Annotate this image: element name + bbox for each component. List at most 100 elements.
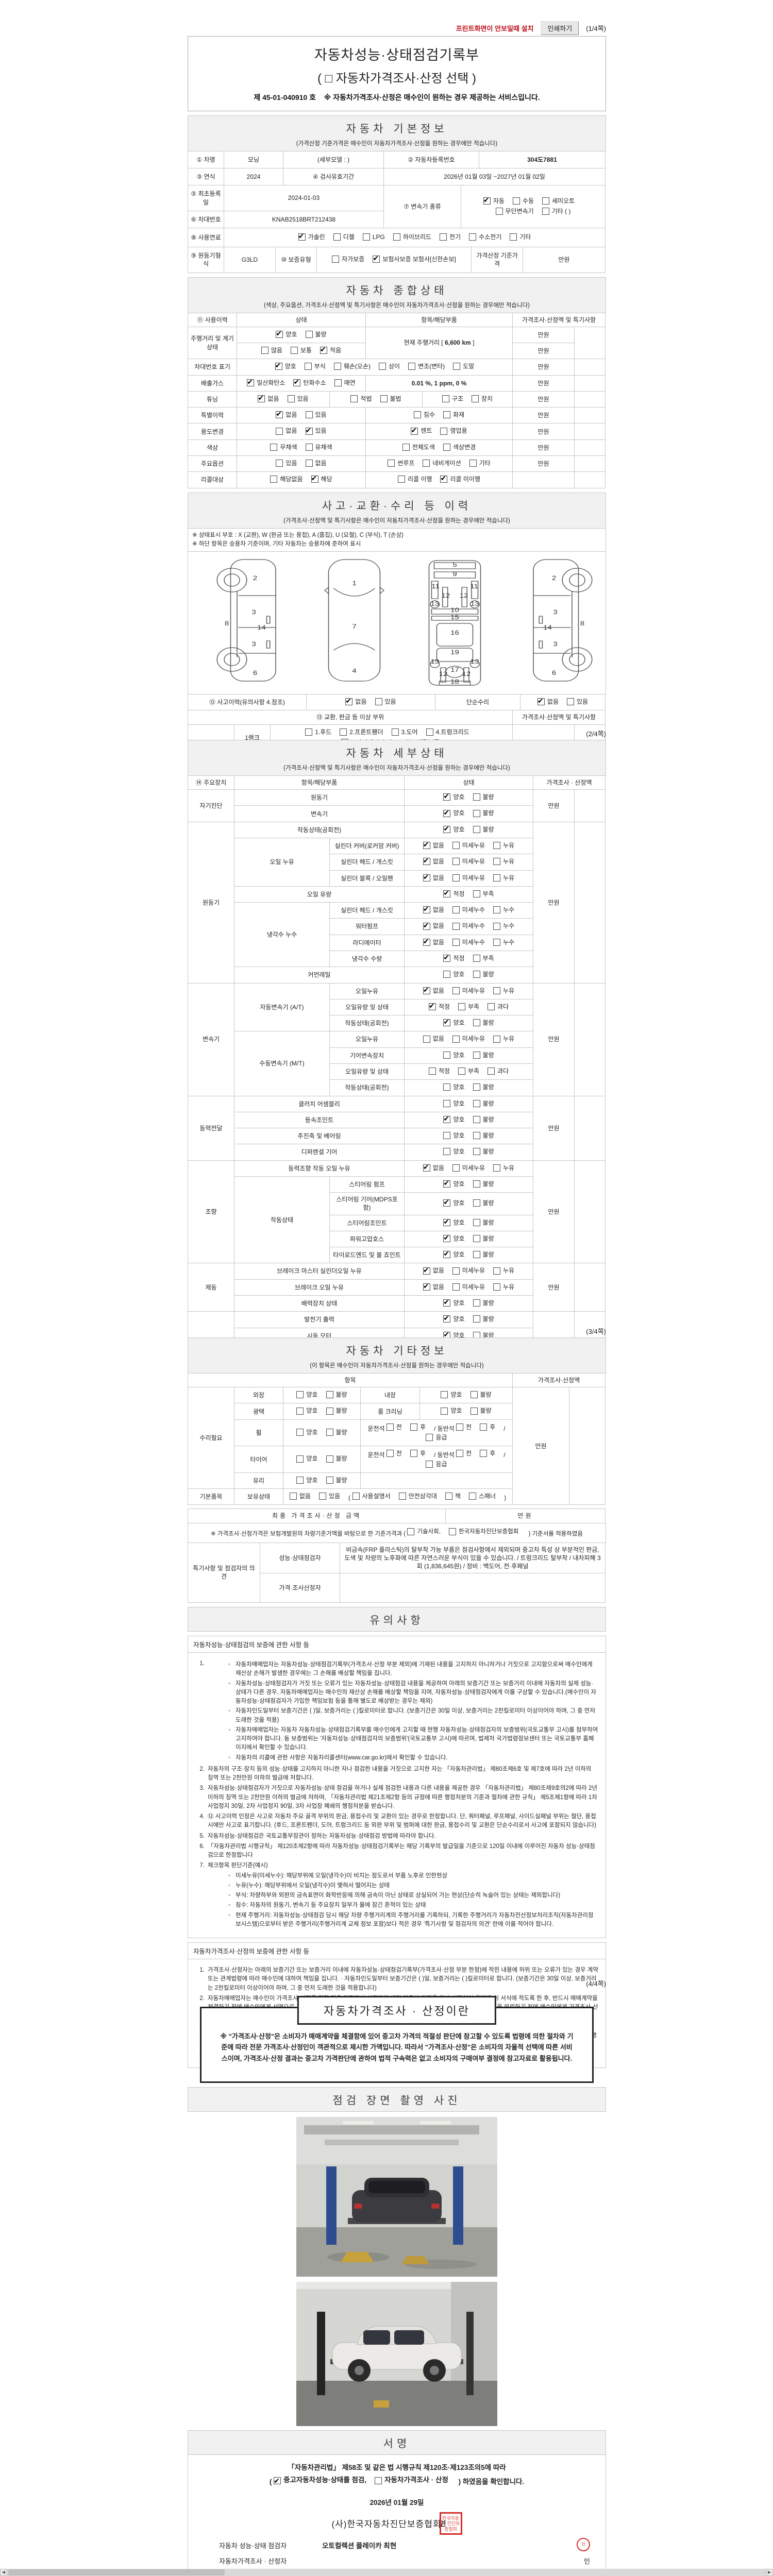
checkbox-option[interactable]: 무채색 [270,443,297,451]
checkbox-icon[interactable] [473,1148,480,1156]
checkbox-option[interactable]: 전체도색 [402,443,435,451]
checkbox-option[interactable]: 해당없음 [270,475,303,483]
checkbox-icon[interactable] [413,411,421,419]
checkbox-icon[interactable] [423,937,430,946]
checkbox-icon[interactable] [407,1528,415,1536]
checkbox-option[interactable]: 가솔린 [298,231,325,241]
checkbox-option[interactable]: 양호 [443,1051,465,1059]
checkbox-icon[interactable] [289,1493,297,1500]
checkbox-icon[interactable] [326,1428,333,1436]
checkbox-icon[interactable] [388,460,395,467]
checkbox-icon[interactable] [410,1450,417,1458]
checkbox-option[interactable]: 기타 [510,233,531,241]
checkbox-icon[interactable] [473,1251,480,1259]
checkbox-option[interactable]: 양호 [441,1391,462,1399]
checkbox-option[interactable]: 응급 [426,1460,447,1468]
checkbox-option[interactable]: 누유 [493,841,514,850]
checkbox-option[interactable]: 없음 [423,840,444,850]
checkbox-icon[interactable] [345,696,353,706]
checkbox-option[interactable]: 색상변경 [443,443,476,451]
checkbox-option[interactable]: 미세누수 [452,938,485,946]
horizontal-scrollbar[interactable]: ◀ ▶ [0,2569,773,2576]
checkbox-icon[interactable] [397,476,405,483]
checkbox-option[interactable]: 영업용 [440,427,467,435]
checkbox-icon[interactable] [473,809,480,817]
checkbox-icon[interactable] [443,411,450,419]
checkbox-icon[interactable] [423,1281,430,1291]
checkbox-icon[interactable] [443,1233,451,1243]
checkbox-icon[interactable] [480,1450,488,1458]
checkbox-icon[interactable] [470,1407,478,1415]
checkbox-option[interactable]: 1.후드 [305,728,331,736]
checkbox-icon[interactable] [452,906,460,914]
checkbox-icon[interactable] [542,197,549,205]
checkbox-icon[interactable] [443,1249,451,1259]
checkbox-icon[interactable] [443,971,451,978]
checkbox-icon[interactable] [473,825,480,833]
checkbox-option[interactable]: 후 [480,1449,495,1458]
checkbox-option[interactable]: 전 [456,1423,472,1431]
checkbox-option[interactable]: 사용설명서 [352,1492,391,1500]
checkbox-option[interactable]: 없음 [423,1162,444,1172]
checkbox-option[interactable]: 적정 [443,953,465,962]
checkbox-option[interactable]: 양호 [443,970,465,978]
checkbox-option[interactable]: 있음 [567,698,588,706]
checkbox-option[interactable]: 없음 [423,1035,444,1043]
checkbox-option[interactable]: 해당 [311,473,332,483]
checkbox-icon[interactable] [443,1297,451,1307]
checkbox-option[interactable]: 수동 [512,197,534,205]
checkbox-icon[interactable] [470,1391,478,1399]
checkbox-icon[interactable] [408,363,416,370]
checkbox-option[interactable]: 리콜 이행 [397,475,432,483]
checkbox-icon[interactable] [386,1423,394,1431]
checkbox-option[interactable]: 리콜 미이행 [440,473,480,483]
checkbox-option[interactable]: 잭 [445,1492,461,1500]
checkbox-option[interactable]: 적음 [320,345,341,354]
checkbox-option[interactable]: 누수 [493,906,514,914]
checkbox-option[interactable]: 4.트렁크리드 [426,728,469,736]
install-hint-link[interactable]: 프린트화면이 안보일때 설치 [456,24,534,32]
checkbox-option[interactable]: 많음 [261,346,282,354]
checkbox-option[interactable]: 없음 [423,872,444,882]
checkbox-icon[interactable] [305,460,313,467]
checkbox-icon[interactable] [423,840,430,850]
checkbox-option[interactable]: 누유 [493,1283,514,1291]
checkbox-icon[interactable] [442,395,449,402]
checkbox-icon[interactable] [362,233,370,241]
checkbox-icon[interactable] [473,1115,480,1123]
checkbox-icon[interactable] [293,377,301,387]
checkbox-icon[interactable] [480,1423,488,1431]
checkbox-option[interactable]: 미세누유 [452,857,485,866]
checkbox-icon[interactable] [473,1132,480,1140]
checkbox-icon[interactable] [270,443,278,451]
checkbox-icon[interactable] [493,1283,501,1291]
checkbox-icon[interactable] [493,1035,501,1043]
checkbox-option[interactable]: 기술사회, [407,1528,441,1536]
checkbox-option[interactable]: 불량 [473,1083,494,1091]
checkbox-icon[interactable] [426,1434,433,1442]
checkbox-option[interactable]: 불량 [473,1019,494,1027]
checkbox-icon[interactable] [469,460,477,467]
checkbox-icon[interactable] [443,1114,451,1124]
checkbox-icon[interactable] [473,1234,480,1242]
checkbox-option[interactable]: 불량 [473,1315,494,1323]
checkbox-icon[interactable] [473,1019,480,1027]
checkbox-option[interactable]: 미세누유 [452,1164,485,1172]
checkbox-icon[interactable] [410,1423,417,1431]
checkbox-option[interactable]: 불량 [473,1147,494,1156]
checkbox-icon[interactable] [275,361,282,370]
checkbox-option[interactable]: 양호 [443,1217,465,1227]
checkbox-option[interactable]: 한국자동차진단보증협회 [448,1528,518,1536]
checkbox-option[interactable]: 양호 [443,1297,465,1307]
checkbox-icon[interactable] [261,347,268,354]
checkbox-option[interactable]: 없음 [423,985,444,995]
checkbox-icon[interactable] [326,1455,333,1463]
checkbox-icon[interactable] [375,2477,382,2484]
checkbox-icon[interactable] [443,1148,451,1156]
checkbox-option[interactable]: 후 [410,1449,426,1458]
checkbox-option[interactable]: 없음 [423,937,444,946]
checkbox-option[interactable]: 일산화탄소 [247,377,285,387]
checkbox-option[interactable]: 하이브리드 [393,233,431,241]
checkbox-option[interactable]: 불량 [473,1234,494,1243]
checkbox-icon[interactable] [440,427,448,435]
